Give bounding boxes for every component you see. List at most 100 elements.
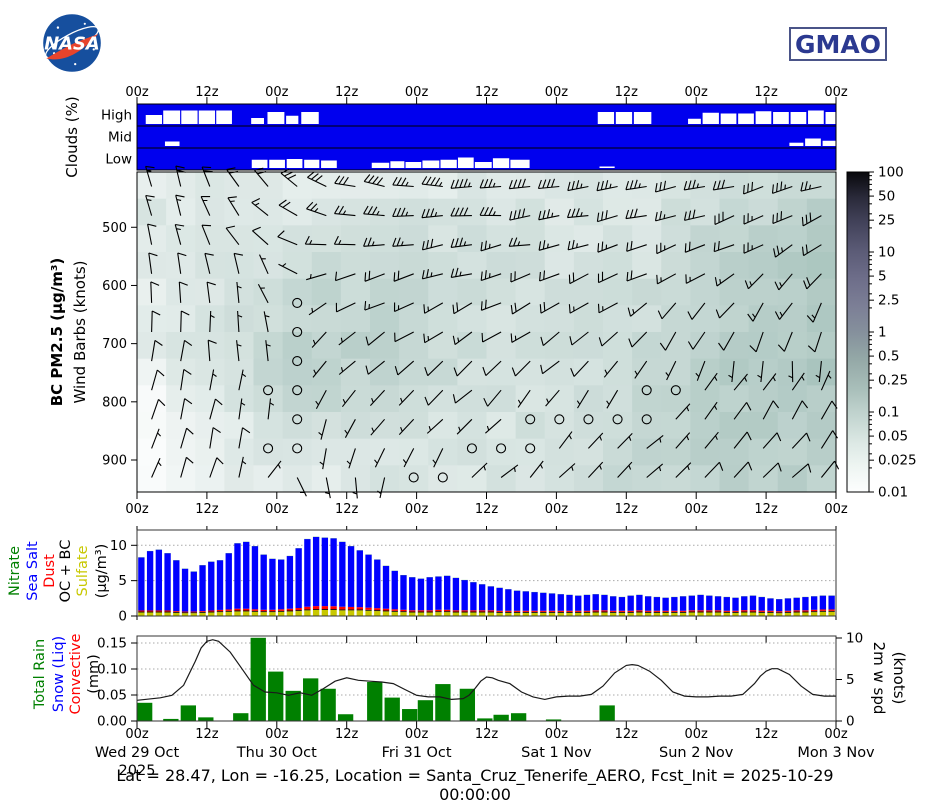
wind-barb bbox=[424, 360, 444, 377]
bc-shading-cell bbox=[340, 358, 371, 386]
aerosol-bar-segment bbox=[365, 554, 372, 608]
cloud-block bbox=[738, 113, 754, 124]
bc-shading-cell bbox=[457, 412, 487, 440]
cloud-block bbox=[808, 110, 824, 124]
wind-barb bbox=[315, 389, 327, 409]
aerosol-bar-segment bbox=[269, 612, 276, 616]
rain-bar bbox=[268, 671, 284, 721]
aerosol-bar-segment bbox=[487, 610, 495, 612]
aerosol-bar-segment bbox=[356, 550, 363, 608]
wind-barb bbox=[625, 179, 647, 191]
wind-barb bbox=[733, 461, 753, 478]
rain-bar bbox=[180, 705, 196, 721]
bc-shading-cell bbox=[340, 198, 371, 226]
calm-circle bbox=[641, 385, 652, 396]
aerosol-bar-segment bbox=[216, 612, 224, 616]
aerosol-bar-segment bbox=[644, 612, 652, 616]
wind-barb bbox=[393, 270, 414, 282]
aerosol-bar-segment bbox=[802, 610, 809, 612]
rain-series-label-1: Total Rain bbox=[32, 638, 48, 710]
wind-barb bbox=[704, 372, 718, 391]
wind-barb bbox=[151, 457, 162, 478]
aerosol-bar-segment bbox=[749, 611, 757, 613]
wind-barb bbox=[278, 263, 298, 275]
time-tick-label-mid: 00z bbox=[405, 502, 429, 517]
aerosol-bar-segment bbox=[793, 611, 800, 613]
colorbar-tick-label: 0.01 bbox=[878, 485, 908, 501]
bc-shading-cell bbox=[632, 438, 662, 466]
aerosol-bar-segment bbox=[505, 611, 512, 613]
wind-barb bbox=[576, 389, 589, 409]
wind-barb bbox=[151, 399, 166, 420]
aerosol-bar-segment bbox=[461, 612, 468, 616]
time-tick-label-bottom: 12z bbox=[195, 727, 219, 742]
location-footer: Lat = 28.47, Lon = -16.25, Location = Sa… bbox=[116, 766, 834, 804]
wind-barb bbox=[311, 331, 327, 348]
aerosol-species-label-6: (μg/m³) bbox=[94, 543, 110, 599]
wind-barb bbox=[806, 302, 822, 323]
aerosol-panel-frame bbox=[136, 529, 837, 617]
time-tick-label-mid: 00z bbox=[265, 502, 289, 517]
aerosol-bar-segment bbox=[732, 612, 739, 616]
rain-bar bbox=[303, 678, 319, 721]
wind-barb bbox=[180, 456, 194, 478]
aerosol-bar-segment bbox=[548, 611, 556, 613]
time-tick-label-top: 00z bbox=[125, 85, 149, 100]
knots-tick-label: 10 bbox=[846, 631, 863, 647]
aerosol-bar-segment bbox=[164, 610, 171, 612]
wind-barb bbox=[687, 302, 706, 320]
rain-bar bbox=[477, 718, 493, 721]
aerosol-bar-segment bbox=[697, 612, 704, 616]
aerosol-bar-segment bbox=[592, 594, 599, 611]
wind-barb bbox=[815, 361, 822, 383]
bc-shading-cell bbox=[282, 358, 313, 386]
aerosol-bar-segment bbox=[181, 612, 189, 614]
rain-tick-label: 0.05 bbox=[97, 688, 127, 704]
wind-barb bbox=[545, 389, 560, 407]
bc-shading-cell bbox=[661, 385, 691, 413]
aerosol-bar-segment bbox=[618, 612, 626, 616]
calm-circle bbox=[641, 414, 652, 425]
bc-shading-cell bbox=[282, 172, 313, 200]
wind-barb bbox=[334, 271, 356, 282]
aerosol-bar-segment bbox=[723, 610, 730, 612]
wind-barb bbox=[267, 460, 282, 478]
aerosol-bar-segment bbox=[146, 611, 154, 613]
bc-shading-cell bbox=[515, 385, 546, 413]
aerosol-bar-segment bbox=[382, 610, 390, 612]
bc-shading-cell bbox=[282, 278, 313, 306]
wind-barb bbox=[714, 211, 735, 225]
bc-shading-cell bbox=[195, 198, 225, 226]
time-tick-label-mid: 12z bbox=[335, 502, 359, 517]
bc-shading-cell bbox=[806, 172, 837, 200]
bc-shading-cell bbox=[544, 385, 575, 413]
wind-barb bbox=[450, 237, 472, 248]
wind-barb bbox=[537, 178, 560, 190]
wind-barb bbox=[558, 463, 576, 478]
time-tick-label-mid: 12z bbox=[754, 502, 778, 517]
aerosol-bar-segment bbox=[251, 611, 259, 616]
bc-shading-cell bbox=[573, 438, 604, 466]
wind-barb bbox=[517, 389, 531, 408]
wind-barb bbox=[453, 360, 473, 377]
aerosol-bar-segment bbox=[784, 612, 792, 616]
aerosol-bar-segment bbox=[487, 611, 495, 613]
aerosol-bar-segment bbox=[776, 611, 783, 613]
aerosol-bar-segment bbox=[146, 612, 154, 616]
bc-shading-cell bbox=[224, 198, 254, 226]
bc-shading-cell bbox=[457, 172, 487, 200]
calm-circle bbox=[437, 472, 448, 483]
rain-bar bbox=[493, 714, 509, 721]
wind-barb bbox=[374, 448, 386, 468]
wind-barb bbox=[777, 331, 793, 352]
date-label: Wed 29 Oct bbox=[95, 745, 180, 761]
wind-barb bbox=[481, 331, 502, 343]
aerosol-bar-segment bbox=[513, 610, 521, 612]
wind-barb bbox=[426, 418, 444, 434]
aerosol-bar-segment bbox=[339, 610, 346, 616]
wind-barb bbox=[363, 237, 385, 247]
time-tick-label-top: 12z bbox=[615, 85, 639, 100]
bc-shading-cell bbox=[195, 252, 225, 280]
wind-barb bbox=[200, 195, 211, 216]
wind-barb bbox=[675, 432, 691, 449]
